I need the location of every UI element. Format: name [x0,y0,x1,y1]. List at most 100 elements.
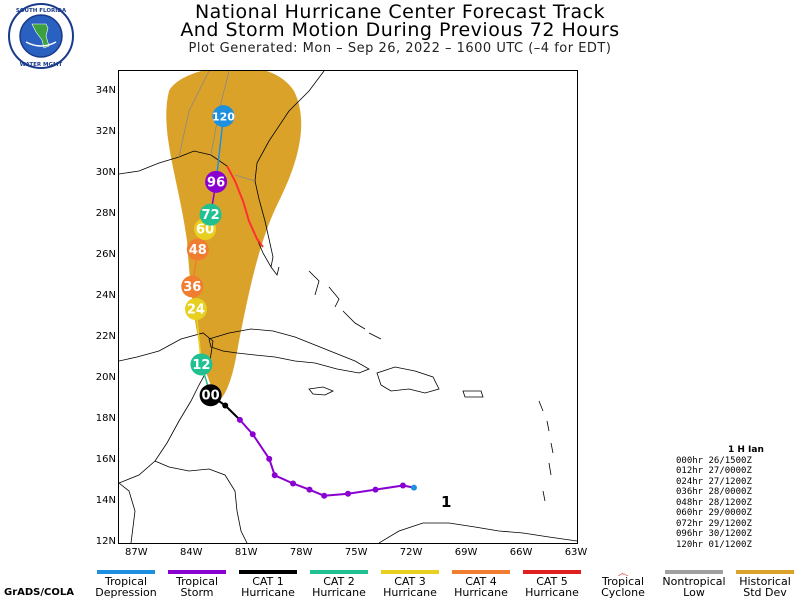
forecast-hour-label: 96 [207,175,225,190]
lat-tick-label: 32N [95,125,116,137]
past-track-segment [324,492,349,497]
legend-swatch [239,570,297,574]
legend-item: Tropical Depression [90,570,162,598]
legend-swatch [736,570,794,574]
lat-tick-label: 18N [95,412,116,424]
forecast-marker [212,105,235,128]
past-track-point [410,484,417,491]
past-track-point [271,472,278,479]
lon-tick-label: 75W [344,547,368,558]
svg-text:WATER MGMT: WATER MGMT [20,62,63,68]
key-title: 1 H Ian [728,445,764,455]
lon-tick-label: 78W [289,547,313,558]
forecast-hour-label: 24 [187,303,205,318]
key-row: 012hr 27/0000Z [676,466,752,476]
past-track-point [236,416,243,423]
legend-line1: Tropical [105,575,147,588]
forecast-point-12: 12 [190,353,213,376]
past-track-point [372,486,379,493]
legend-line1: Historical [739,575,791,588]
legend-line1: CAT 2 [323,575,355,588]
legend-item: CAT 2 Hurricane [303,570,375,598]
forecast-point-96: 96 [205,170,228,193]
forecast-marker [199,384,222,407]
legend-line2: Std Dev [743,586,787,599]
forecast-marker [186,238,209,261]
forecast-marker [181,275,204,298]
key-row: 096hr 30/1200Z [676,529,752,539]
plot-generated-text: Plot Generated: Mon – Sep 26, 2022 – 160… [188,41,612,56]
forecast-hour-label: 12 [192,358,210,373]
past-track-point [290,480,297,487]
past-track-segment [375,484,404,491]
legend-line2: Hurricane [454,586,508,599]
forecast-marker [199,203,222,226]
forecast-map: 00 12 24 36 48 60 72 96 120 1 [118,70,578,544]
lon-tick-label: 66W [509,547,533,558]
lat-tick-label: 26N [95,248,116,260]
legend-swatch [452,570,510,574]
title-line-1: National Hurricane Center Forecast Track [194,1,606,23]
legend-swatch [381,570,439,574]
forecast-point-72: 72 [199,203,222,226]
legend-line1: CAT 1 [252,575,284,588]
legend-swatch [665,570,723,574]
past-track-segment [347,488,376,495]
forecast-marker [184,298,207,321]
lat-tick-label: 34N [95,84,116,96]
legend-item: CAT 5 Hurricane [516,570,588,598]
legend-line1: CAT 5 [536,575,568,588]
warning-coastline [226,165,264,248]
lon-tick-label: 84W [179,547,203,558]
past-track-point [249,431,256,438]
past-track-point [321,492,328,499]
lat-tick-label: 22N [95,330,116,342]
lon-tick-label: 63W [564,547,588,558]
forecast-point-36: 36 [181,275,204,298]
past-track-point [266,455,273,462]
legend-swatch [168,570,226,574]
past-track-segment [251,433,271,460]
lat-tick-label: 14N [95,494,116,506]
legend-item: CAT 1 Hurricane [232,570,304,598]
lon-tick-label: 81W [234,547,258,558]
past-track-segment [224,404,241,421]
legend-line1: Nontropical [662,575,726,588]
legend-item: CAT 4 Hurricane [445,570,517,598]
legend-line2: Hurricane [525,586,579,599]
forecast-hour-label: 00 [202,389,220,404]
legend-line2: Hurricane [383,586,437,599]
key-row: 024hr 27/1200Z [676,476,752,487]
legend-line2: Hurricane [312,586,366,599]
past-track-point [345,490,351,497]
grads-credit: GrADS/COLA [4,587,74,598]
forecast-point-00: 00 [199,384,222,407]
key-row: 120hr 01/1200Z [676,539,752,550]
lat-tick-label: 20N [95,371,116,383]
lat-tick-label: 28N [95,207,116,219]
legend-item: CAT 3 Hurricane [374,570,446,598]
key-row: 000hr 26/1500Z [676,455,752,466]
legend-item: Nontropical Low [658,570,730,598]
legend-line2: Hurricane [241,586,295,599]
key-row: 036hr 28/0000Z [676,487,752,497]
forecast-hour-label: 36 [183,280,201,295]
legend-swatch [97,570,155,574]
legend-line2: Depression [95,586,157,599]
lon-tick-label: 69W [454,547,478,558]
legend-line1: Tropical [602,575,644,588]
lon-tick-label: 72W [399,547,423,558]
key-row: 048hr 28/1200Z [676,497,752,508]
forecast-hour-label: 120 [212,111,235,124]
forecast-point-120: 120 [212,105,235,128]
legend-item: Historical Std Dev [729,570,800,598]
water-management-district-logo: SOUTH FLORIDA WATER MGMT [8,3,74,69]
past-track [207,392,417,499]
forecast-hour-label: 60 [196,223,214,238]
key-row: 060hr 29/0000Z [676,508,752,518]
legend-item: Tropical Storm [161,570,233,598]
forecast-track-segment [215,116,225,182]
legend-line1: Tropical [176,575,218,588]
